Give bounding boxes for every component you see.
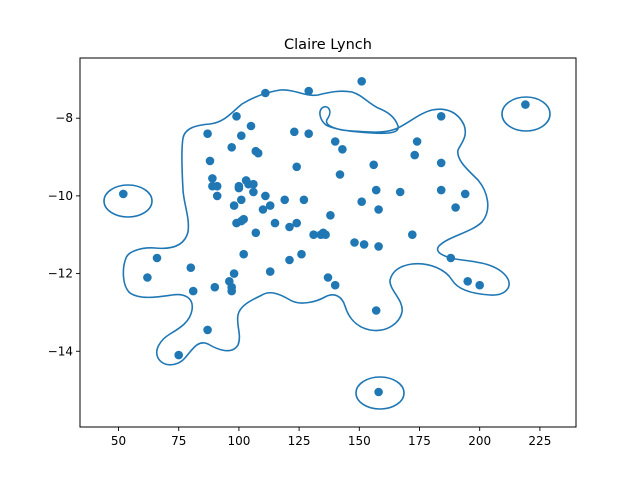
y-tick-label: −14 [48, 344, 73, 358]
scatter-point [371, 306, 381, 315]
scatter-point [463, 277, 473, 286]
scatter-point [304, 129, 314, 138]
scatter-point [323, 273, 333, 282]
scatter-point [205, 156, 215, 166]
scatter-point [460, 189, 470, 199]
x-tick-label: 50 [111, 434, 126, 448]
scatter-point [261, 191, 270, 201]
scatter-point [299, 195, 309, 205]
scatter-point [143, 273, 152, 282]
scatter-point [475, 280, 485, 290]
scatter-point [261, 88, 270, 98]
scatter-point [212, 181, 222, 191]
scatter-point [304, 86, 314, 96]
scatter-point [239, 214, 248, 224]
scatter-point [369, 160, 379, 170]
scatter-point [330, 280, 340, 290]
scatter-point [152, 253, 162, 263]
y-tick-label: −10 [48, 189, 73, 203]
scatter-point [239, 249, 248, 259]
x-tick-label: 200 [468, 434, 491, 448]
scatter-point [234, 181, 244, 191]
scatter-point [521, 100, 530, 109]
x-tick-label: 225 [528, 434, 551, 448]
chart-title: Claire Lynch [284, 37, 372, 53]
density-contour-island-top-right [501, 96, 551, 132]
scatter-point [210, 282, 220, 292]
density-contour-island-bottom [355, 376, 405, 410]
scatter-point [436, 185, 446, 195]
axes-layer [79, 57, 577, 428]
scatter-point [374, 387, 383, 397]
scatter-point [186, 263, 196, 273]
scatter-point [395, 187, 405, 197]
density-contour-layer [103, 89, 551, 410]
plot-frame [79, 57, 577, 428]
scatter-point [410, 150, 420, 160]
scatter-point [436, 112, 446, 121]
scatter-point [292, 218, 302, 228]
y-tick-label: −8 [55, 111, 73, 125]
scatter-point [412, 137, 422, 146]
scatter-point [357, 77, 367, 86]
scatter-point [203, 325, 212, 335]
x-tick-label: 100 [227, 434, 250, 448]
scatter-point [270, 218, 280, 228]
scatter-point [335, 170, 345, 179]
scatter-point [285, 255, 294, 265]
scatter-point [237, 195, 246, 205]
scatter-point [309, 230, 318, 239]
x-tick-label: 125 [288, 434, 311, 448]
scatter-point [203, 129, 212, 138]
scatter-point [246, 121, 256, 131]
scatter-point [208, 174, 217, 183]
x-tick-label: 175 [408, 434, 431, 448]
scatter-point [249, 179, 258, 189]
scatter-point [374, 242, 383, 251]
scatter-point [357, 197, 367, 206]
scatter-point [229, 201, 239, 210]
scatter-point [119, 189, 128, 199]
scatter-point [290, 127, 299, 137]
scatter-point [292, 162, 302, 172]
x-tick-label: 150 [348, 434, 371, 448]
scatter-points-layer [119, 77, 530, 397]
scatter-point [326, 211, 335, 220]
scatter-point [359, 240, 369, 249]
scatter-point [330, 137, 340, 146]
density-contour-island-left [103, 184, 153, 218]
scatter-point [188, 286, 198, 296]
y-tick-label: −12 [48, 267, 73, 281]
scatter-point [280, 195, 290, 205]
scatter-point [374, 205, 383, 214]
scatter-point [338, 145, 347, 154]
scatter-point [297, 249, 306, 259]
scatter-point [265, 267, 275, 276]
scatter-point [227, 286, 236, 296]
scatter-point [321, 230, 330, 239]
scatter-point [212, 191, 222, 201]
x-tick-label: 75 [171, 434, 186, 448]
scatter-point [227, 143, 236, 152]
scatter-point [253, 148, 263, 158]
scatter-point [371, 185, 381, 195]
scatter-point [265, 201, 275, 210]
scatter-point [451, 203, 460, 212]
ticks-layer: 50 75 100 125 150 175 200 225 −14 −12 −10 −8 [48, 111, 552, 448]
scatter-point [232, 112, 241, 121]
density-contour-main [122, 89, 510, 366]
scatter-point [174, 350, 183, 360]
scatter-point [446, 253, 456, 263]
scatter-point [285, 222, 294, 232]
scatter-point [249, 187, 258, 197]
scatter-point [237, 131, 246, 140]
scatter-point [229, 269, 239, 278]
scatter-point [350, 238, 359, 247]
scatter-point [408, 230, 417, 239]
scatter-point [251, 228, 261, 238]
scatter-point [436, 158, 446, 168]
scatter-point [258, 205, 268, 214]
